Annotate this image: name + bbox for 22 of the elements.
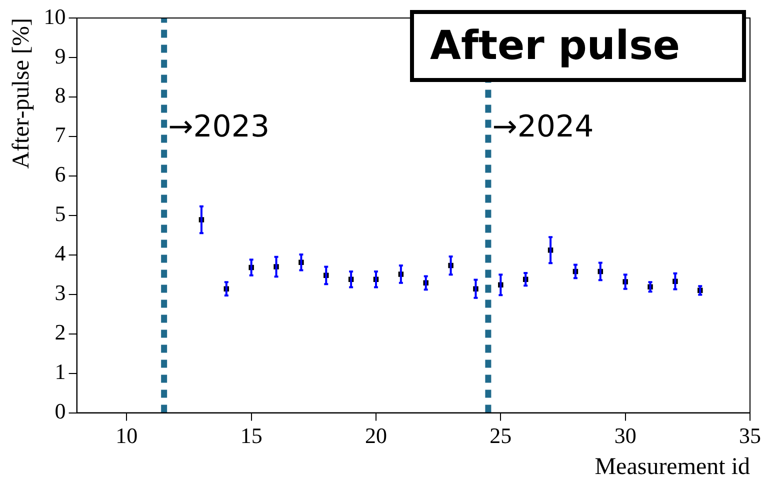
ref-line-label: →2024 xyxy=(492,109,594,144)
y-tick-label: 0 xyxy=(54,398,66,424)
x-axis-title: Measurement id xyxy=(594,454,750,480)
chart-title: After pulse xyxy=(410,10,746,82)
y-tick-label: 1 xyxy=(54,359,66,384)
x-tick-label: 35 xyxy=(739,422,761,448)
y-tick-label: 8 xyxy=(54,82,66,108)
y-tick-label: 10 xyxy=(44,4,66,29)
y-tick-label: 3 xyxy=(54,280,66,306)
y-tick-label: 5 xyxy=(54,201,66,226)
y-tick-label: 6 xyxy=(54,162,66,187)
x-tick-label: 20 xyxy=(365,422,387,448)
y-tick-label: 7 xyxy=(54,122,66,148)
y-axis-title: After-pulse [%] xyxy=(8,18,35,169)
x-tick-label: 25 xyxy=(490,422,512,448)
y-tick-label: 2 xyxy=(54,320,66,345)
x-tick-label: 15 xyxy=(240,422,262,448)
y-tick-label: 9 xyxy=(54,43,66,68)
y-tick-label: 4 xyxy=(54,240,66,266)
ref-line-label: →2023 xyxy=(168,109,270,144)
x-tick-label: 30 xyxy=(614,422,636,448)
x-tick-label: 10 xyxy=(116,422,138,448)
